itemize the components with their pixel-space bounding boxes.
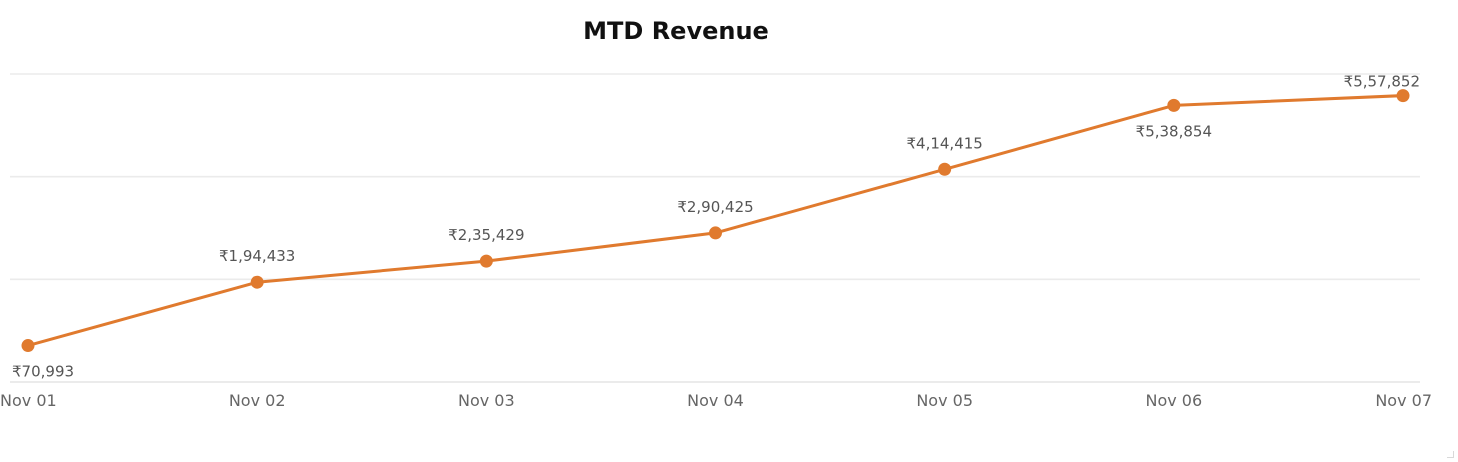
data-point [709,226,722,240]
data-label: ₹4,14,415 [906,134,982,152]
x-tick-label: Nov 06 [1145,391,1202,410]
data-point [1396,89,1410,103]
data-point [1167,98,1181,112]
data-label: ₹5,38,854 [1136,122,1212,140]
data-point [250,275,264,289]
chart-title: MTD Revenue [583,17,769,45]
x-tick-label: Nov 01 [0,391,57,410]
data-label: ₹2,90,425 [677,198,753,216]
x-tick-label: Nov 05 [916,391,973,410]
data-label: ₹1,94,433 [219,247,295,265]
data-point [21,339,35,353]
x-tick-label: Nov 07 [1375,391,1432,410]
data-label: ₹5,57,852 [1344,73,1420,91]
data-points [21,89,1410,353]
resize-corner-icon [1447,451,1454,458]
gridlines [10,73,1420,383]
x-tick-label: Nov 04 [687,391,744,410]
data-label: ₹70,993 [12,363,74,381]
data-labels: ₹70,993 ₹1,94,433 ₹2,35,429 ₹2,90,425 ₹4,14,… [12,73,1420,381]
x-axis-ticks: Nov 01 Nov 02 Nov 03 Nov 04 Nov 05 Nov 06 Nov … [0,391,1432,410]
x-tick-label: Nov 02 [229,391,286,410]
data-label: ₹2,35,429 [448,226,524,244]
data-point [938,162,952,176]
data-point [479,254,493,268]
x-tick-label: Nov 03 [458,391,515,410]
